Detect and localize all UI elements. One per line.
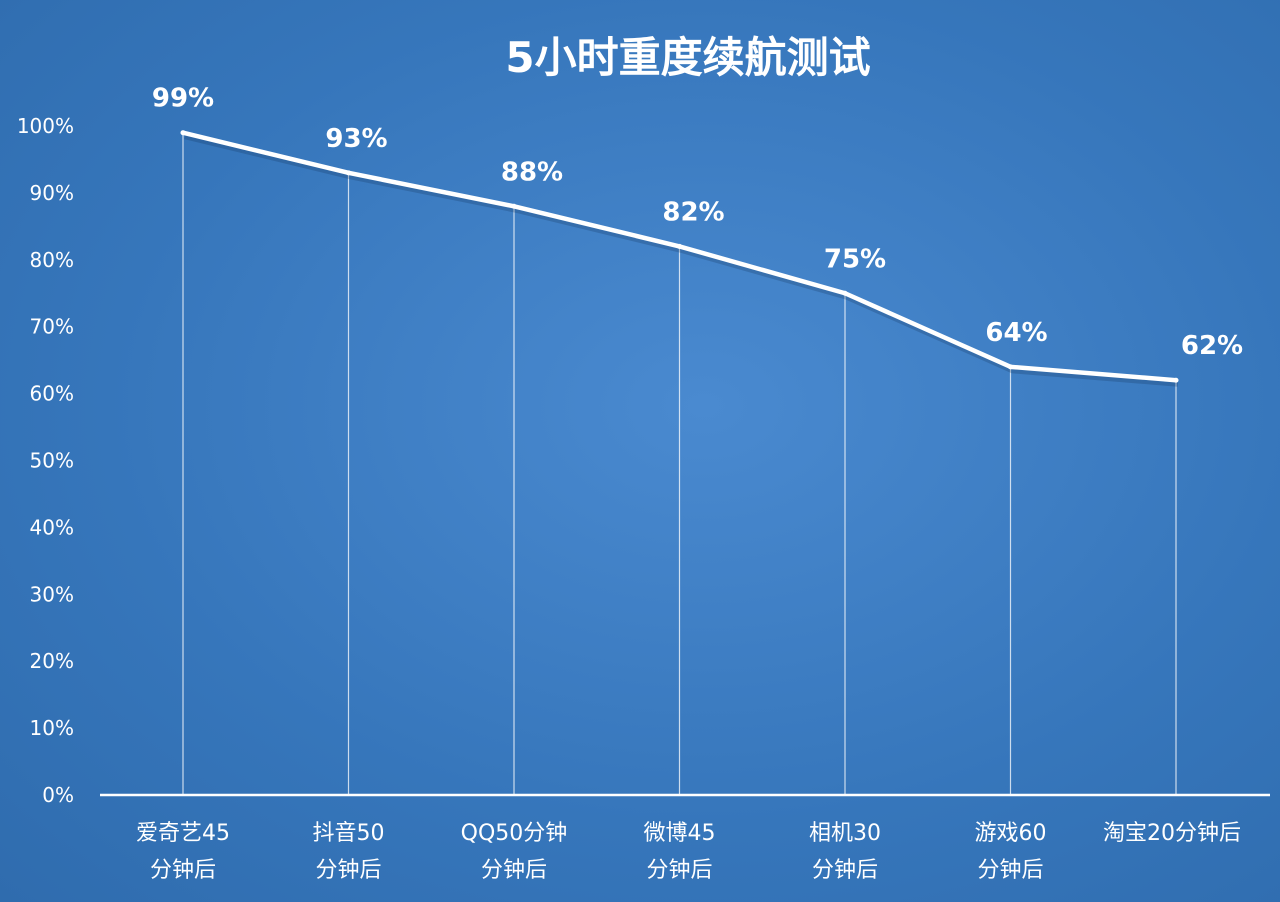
x-tick-label: 相机30: [809, 821, 881, 846]
y-tick-label: 40%: [30, 515, 74, 539]
drop-lines: [182, 132, 1177, 795]
y-tick-label: 0%: [42, 783, 74, 807]
x-tick-label: 微博45: [644, 821, 716, 846]
y-tick-label: 60%: [30, 382, 74, 406]
x-tick-label: 分钟后: [315, 858, 381, 883]
y-tick-label: 80%: [30, 248, 74, 272]
y-tick-label: 30%: [30, 582, 74, 606]
x-tick-label: QQ50分钟: [461, 821, 568, 846]
series-line-shadow: [184, 132, 1179, 387]
data-label: 64%: [985, 318, 1047, 348]
data-point: [842, 290, 848, 296]
data-label: 62%: [1181, 331, 1243, 361]
data-point: [1008, 364, 1013, 370]
x-tick-label: 爱奇艺45: [136, 821, 230, 846]
data-label: 99%: [152, 84, 214, 114]
y-tick-label: 70%: [30, 315, 74, 339]
x-tick-label: 分钟后: [977, 858, 1043, 883]
y-tick-label: 20%: [30, 649, 74, 673]
y-tick-label: 90%: [30, 181, 74, 205]
data-point: [1173, 377, 1179, 383]
data-point: [180, 130, 186, 136]
data-labels: 99% 93% 88% 82% 75% 64% 62%: [152, 84, 1243, 362]
data-point: [677, 243, 682, 249]
chart-title: 5小时重度续航测试: [505, 33, 870, 82]
y-axis-ticks: 0% 10% 20% 30% 40% 50% 60% 70% 80% 90% 100%: [17, 114, 74, 807]
x-tick-label: 抖音50: [313, 821, 385, 846]
data-label: 82%: [662, 197, 724, 227]
x-tick-label: 分钟后: [646, 858, 712, 883]
x-tick-label: 淘宝20分钟后: [1103, 821, 1241, 846]
data-point: [511, 203, 517, 209]
y-tick-label: 10%: [30, 716, 74, 740]
x-tick-label: 游戏60: [975, 821, 1047, 846]
data-label: 93%: [325, 124, 387, 154]
series-line-group: [180, 130, 1179, 387]
data-point: [346, 170, 351, 176]
x-tick-label: 分钟后: [481, 858, 547, 883]
x-tick-label: 分钟后: [812, 858, 878, 883]
y-tick-label: 100%: [17, 114, 74, 138]
data-label: 75%: [824, 244, 886, 274]
y-tick-label: 50%: [30, 449, 74, 473]
x-tick-label: 分钟后: [150, 858, 216, 883]
x-axis-ticks: 爱奇艺45分钟后抖音50分钟后QQ50分钟分钟后微博45分钟后相机30分钟后游戏…: [136, 821, 1241, 883]
data-label: 88%: [501, 157, 563, 187]
